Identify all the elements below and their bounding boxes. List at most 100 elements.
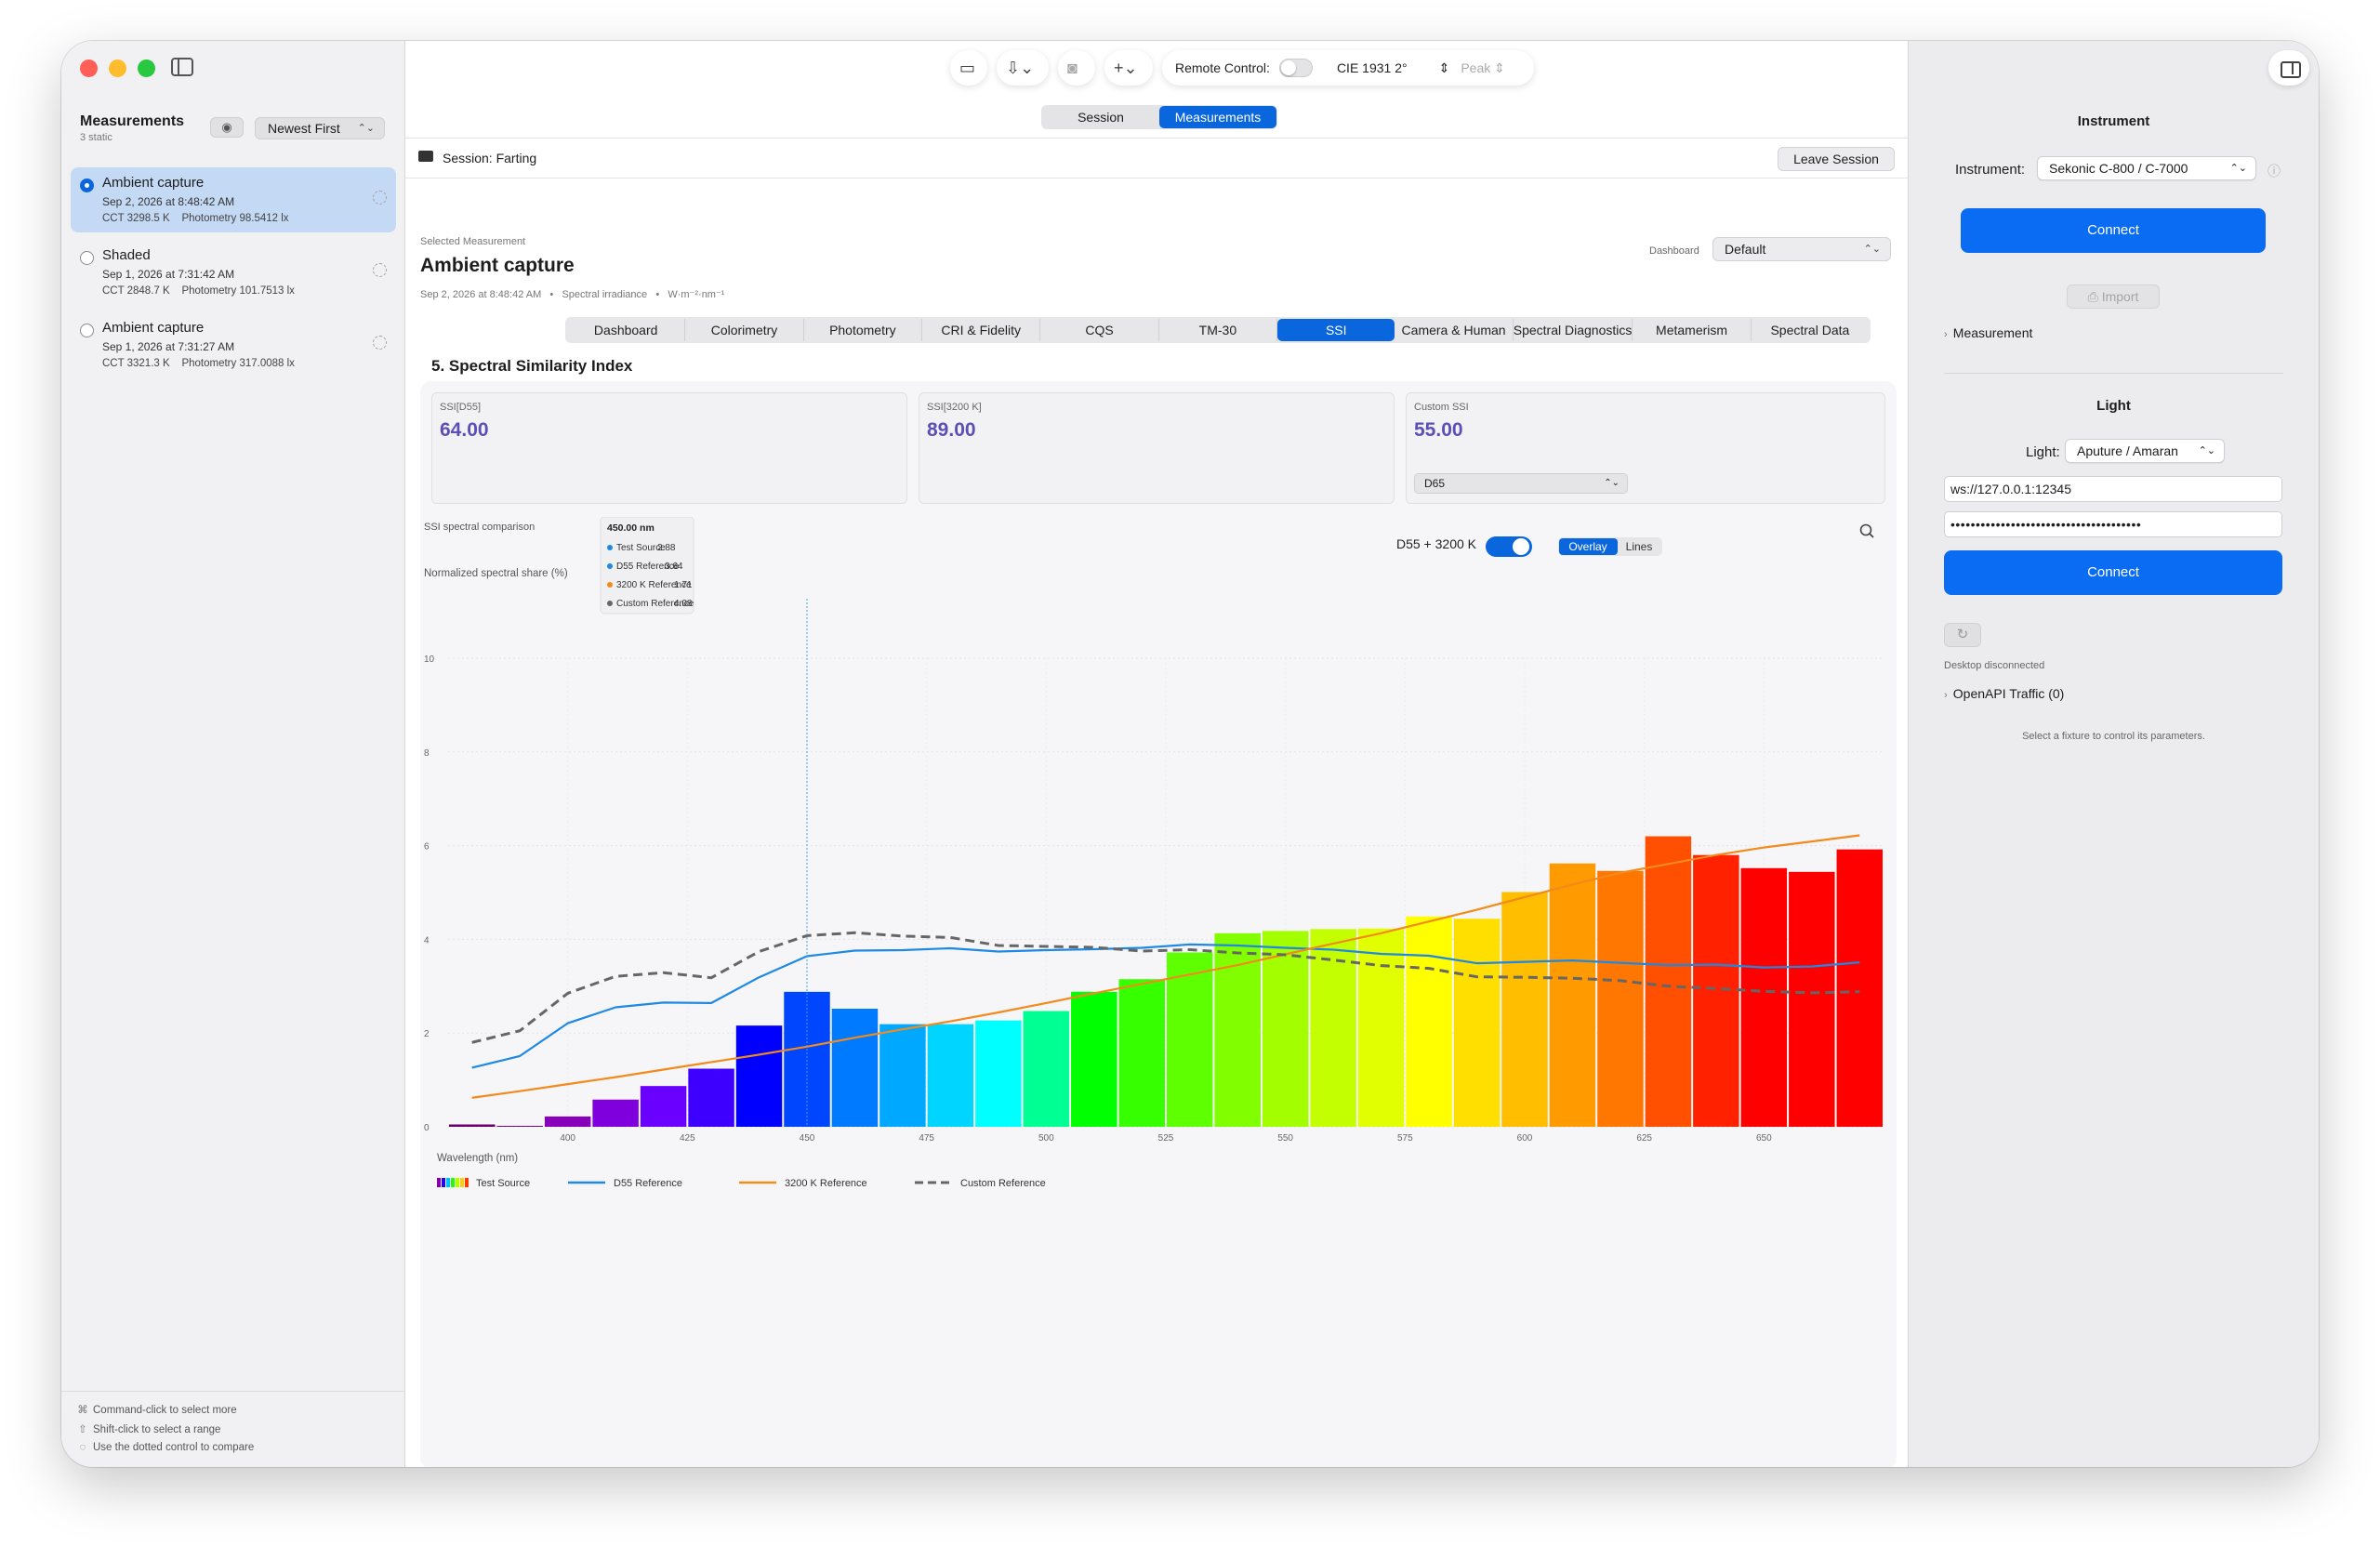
chart-title: SSI spectral comparison — [424, 522, 535, 533]
tab-spectral-data[interactable]: Spectral Data — [1770, 323, 1850, 337]
ssi-panel: SSI[D55] 64.00 SSI[3200 K] 89.00 Custom … — [420, 381, 1897, 1467]
spectral-bar — [735, 1025, 783, 1127]
password-input[interactable]: •••••••••••••••••••••••••••••••••••••• — [1944, 511, 2282, 537]
legend-label: Test Source — [476, 1178, 530, 1189]
sidebar-title: Measurements — [80, 113, 185, 129]
spectral-bar — [496, 1125, 543, 1127]
measurement-name: Shaded — [102, 247, 151, 263]
tab-colorimetry[interactable]: Colorimetry — [685, 319, 804, 341]
session-bar: Session: Farting Leave Session — [405, 138, 1908, 178]
y-tick-label: 2 — [424, 1029, 430, 1039]
measurement-disclosure[interactable]: › Measurement — [1944, 325, 2033, 340]
tab-ssi[interactable]: SSI — [1277, 319, 1395, 341]
instrument-select[interactable]: Sekonic C-800 / C-7000 ⌃⌄ — [2037, 156, 2256, 180]
measurement-item[interactable]: Ambient capture Sep 2, 2026 at 8:48:42 A… — [71, 167, 396, 232]
segment-measurements[interactable]: Measurements — [1159, 106, 1276, 128]
minimize-window-button[interactable] — [109, 60, 126, 77]
y-tick-label: 6 — [424, 842, 430, 853]
peak-select[interactable]: Peak ⇕ — [1461, 60, 1505, 75]
ssi-d55-value: 64.00 — [440, 419, 489, 441]
main-content: Session: Farting Leave Session Selected … — [405, 138, 1908, 1467]
compare-control[interactable] — [373, 263, 387, 277]
info-icon[interactable]: ⓘ — [2268, 164, 2281, 178]
dotted-circle-icon: ◌ — [79, 1442, 86, 1453]
open-folder-button[interactable]: ▭ — [950, 50, 987, 86]
compare-control[interactable] — [373, 336, 387, 350]
tab-spectral-diagnostics[interactable]: Spectral Diagnostics — [1514, 319, 1633, 341]
export-icon: ⇩⌄ — [1006, 58, 1035, 77]
visibility-filter-button[interactable]: ◉ — [210, 117, 244, 138]
select-radio[interactable] — [80, 324, 94, 337]
x-tick-label: 625 — [1636, 1133, 1652, 1144]
tooltip-dot — [607, 601, 613, 606]
legend-label: D55 Reference — [614, 1178, 682, 1189]
remote-control-switch[interactable] — [1278, 59, 1313, 77]
observer-stepper[interactable]: ⇕ — [1438, 60, 1450, 75]
folder-icon — [418, 151, 433, 162]
spectral-bar — [831, 1008, 879, 1127]
spectral-bar — [1501, 892, 1548, 1127]
spectral-bar — [1310, 929, 1356, 1127]
tab-camera-human[interactable]: Camera & Human — [1395, 319, 1514, 341]
export-menu-button[interactable]: ⇩⌄ — [997, 50, 1049, 86]
measurement-item[interactable]: Shaded Sep 1, 2026 at 7:31:42 AM CCT 284… — [71, 240, 396, 305]
x-tick-label: 400 — [560, 1133, 575, 1144]
spectral-bar — [975, 1020, 1022, 1127]
chart-mode-overlay: Overlay — [1568, 540, 1606, 553]
custom-reference-select[interactable]: D65 ⌃⌄ — [1414, 473, 1628, 494]
tab-dashboard[interactable]: Dashboard — [567, 319, 686, 341]
tab-cri-fidelity[interactable]: CRI & Fidelity — [922, 319, 1041, 341]
leave-session-button[interactable]: Leave Session — [1778, 147, 1895, 171]
tooltip-series-value: 1.71 — [674, 580, 693, 590]
import-icon: ⎙ — [2087, 289, 2102, 304]
measurement-name: Ambient capture — [102, 175, 205, 191]
import-button[interactable]: ⎙ Import — [2067, 284, 2160, 309]
dashboard-label: Dashboard — [1649, 245, 1699, 257]
tab-metamerism[interactable]: Metamerism — [1633, 319, 1752, 341]
measurement-item[interactable]: Ambient capture Sep 1, 2026 at 7:31:27 A… — [71, 312, 396, 377]
tab-tm-30[interactable]: TM-30 — [1159, 319, 1278, 341]
compare-control[interactable] — [373, 191, 387, 205]
custom-reference-line — [471, 931, 1860, 1044]
tooltip-box — [600, 517, 694, 615]
y-tick-label: 4 — [424, 935, 430, 945]
dashboard-select[interactable]: Default ⌃⌄ — [1712, 237, 1891, 261]
ssi-chart[interactable]: SSI spectral comparison Normalized spectr… — [420, 517, 1897, 1465]
select-radio[interactable] — [80, 178, 94, 192]
spectral-bar — [1262, 931, 1309, 1127]
sort-select[interactable]: Newest First ⌃⌄ — [255, 117, 385, 139]
openapi-disclosure[interactable]: › OpenAPI Traffic (0) — [1944, 686, 2065, 701]
reference-toggle-label: D55 + 3200 K — [1396, 536, 1477, 551]
folder-icon: ▭ — [959, 58, 976, 77]
instrument-connect-button[interactable]: Connect — [1961, 208, 2266, 253]
ssi-3200k-label: SSI[3200 K] — [927, 402, 982, 413]
sidebar-subtitle: 3 static — [80, 132, 112, 143]
tab-cqs[interactable]: CQS — [1040, 319, 1159, 341]
segment-session[interactable]: Session — [1078, 110, 1124, 125]
light-select[interactable]: Aputure / Amaran ⌃⌄ — [2065, 439, 2225, 463]
sidebar-toggle-icon[interactable] — [171, 58, 193, 76]
spectral-bar — [640, 1086, 687, 1127]
light-select-value: Aputure / Amaran — [2077, 443, 2178, 458]
inspector-toggle-icon[interactable] — [2268, 50, 2309, 86]
light-connect-button[interactable]: Connect — [1944, 550, 2282, 595]
tooltip-series-value: 2.88 — [657, 543, 676, 553]
plus-icon: +⌄ — [1114, 58, 1138, 77]
eye-icon: ◉ — [221, 120, 232, 134]
spectral-bar — [1357, 928, 1405, 1127]
measurement-meta: CCT 2848.7 K Photometry 101.7513 lx — [102, 285, 295, 297]
tooltip-series-name: D55 Reference — [616, 562, 680, 572]
ssi-3200k-card: SSI[3200 K] 89.00 — [919, 392, 1395, 504]
legend-label: Custom Reference — [960, 1178, 1046, 1189]
tab-photometry[interactable]: Photometry — [804, 319, 923, 341]
y-tick-label: 0 — [424, 1123, 430, 1133]
select-radio[interactable] — [80, 251, 94, 265]
capture-button[interactable]: ◙ — [1058, 50, 1095, 86]
add-menu-button[interactable]: +⌄ — [1104, 50, 1153, 86]
zoom-window-button[interactable] — [138, 60, 155, 77]
websocket-url-input[interactable]: ws://127.0.0.1:12345 — [1944, 476, 2282, 502]
measurement-date: Sep 1, 2026 at 7:31:27 AM — [102, 340, 235, 353]
tooltip-series-name: Custom Reference — [616, 599, 694, 609]
refresh-button[interactable]: ↻ — [1944, 623, 1981, 647]
close-window-button[interactable] — [80, 60, 98, 77]
